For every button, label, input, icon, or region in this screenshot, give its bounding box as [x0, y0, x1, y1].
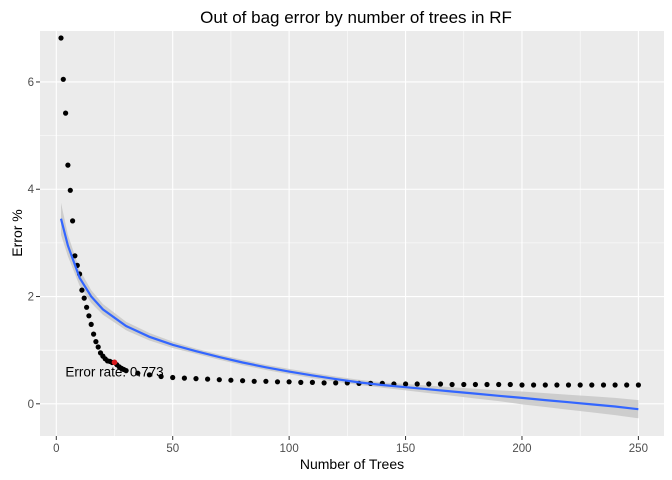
x-tick-label: 200 [512, 443, 531, 455]
data-point [216, 377, 222, 383]
highlight-point [111, 359, 118, 366]
data-point [205, 376, 211, 382]
chart-title: Out of bag error by number of trees in R… [200, 8, 512, 27]
data-point [635, 382, 642, 388]
data-point [554, 382, 560, 388]
data-point [589, 382, 595, 388]
data-point [309, 379, 315, 385]
x-tick-label: 0 [53, 443, 59, 455]
y-tick-label: 0 [28, 399, 34, 411]
data-point [333, 380, 339, 386]
y-tick-label: 2 [28, 292, 34, 304]
data-point [181, 375, 187, 381]
minor-gridlines [40, 31, 664, 436]
data-point [461, 381, 467, 388]
highlight-layer [111, 359, 118, 366]
y-tick-label: 6 [28, 77, 34, 89]
data-point [600, 382, 607, 388]
data-point [228, 377, 234, 383]
x-tick-label: 100 [280, 443, 299, 455]
data-point [472, 381, 478, 388]
data-point [86, 313, 92, 319]
data-point [88, 321, 94, 327]
y-tick-label: 4 [28, 184, 35, 196]
data-point [531, 382, 537, 388]
x-tick-label: 250 [629, 443, 648, 455]
x-axis-title: Number of Trees [300, 456, 404, 472]
data-point [72, 253, 78, 259]
data-point [286, 379, 292, 385]
data-point [263, 378, 269, 384]
data-point [170, 374, 176, 381]
data-point [437, 381, 444, 387]
data-point [65, 162, 71, 168]
confidence-band [61, 202, 639, 419]
data-point [565, 382, 572, 388]
data-point [321, 380, 327, 386]
data-point [135, 370, 141, 376]
data-point [577, 382, 583, 388]
smooth-line [59, 218, 639, 411]
plot-panel [40, 31, 664, 436]
data-point [542, 382, 548, 388]
data-point [95, 344, 101, 350]
data-point [496, 381, 502, 388]
major-gridlines [40, 31, 664, 436]
data-point [251, 378, 257, 384]
data-point [60, 76, 66, 82]
data-point [612, 382, 618, 388]
y-axis-ticks: 0 2 4 6 [28, 77, 40, 411]
x-tick-label: 50 [166, 443, 179, 455]
data-point [84, 304, 90, 310]
data-point [403, 381, 409, 387]
data-point [70, 218, 76, 224]
data-point [449, 381, 455, 388]
data-point [58, 35, 64, 41]
data-point [146, 372, 152, 378]
y-axis-title: Error % [9, 209, 25, 256]
data-point [414, 381, 420, 387]
data-point [81, 295, 87, 301]
data-point [193, 376, 199, 382]
data-point [158, 373, 164, 380]
smooth-line-layer [59, 218, 639, 411]
x-tick-label: 150 [396, 443, 415, 455]
data-point [79, 287, 85, 293]
data-point [240, 378, 246, 384]
data-point [298, 379, 304, 385]
data-point [123, 368, 129, 374]
data-point [519, 382, 525, 388]
data-point [67, 187, 73, 193]
data-point [93, 339, 99, 345]
x-axis-ticks: 0 50 100 150 200 250 [53, 436, 648, 455]
data-point [484, 381, 490, 388]
confidence-band-layer [61, 202, 639, 419]
data-point [91, 331, 97, 337]
data-point [274, 379, 281, 385]
data-point [426, 381, 432, 387]
data-point [507, 381, 513, 388]
error-rate-annotation: Error rate: 0.773 [65, 365, 163, 380]
data-point [63, 110, 69, 116]
data-point [624, 382, 630, 388]
